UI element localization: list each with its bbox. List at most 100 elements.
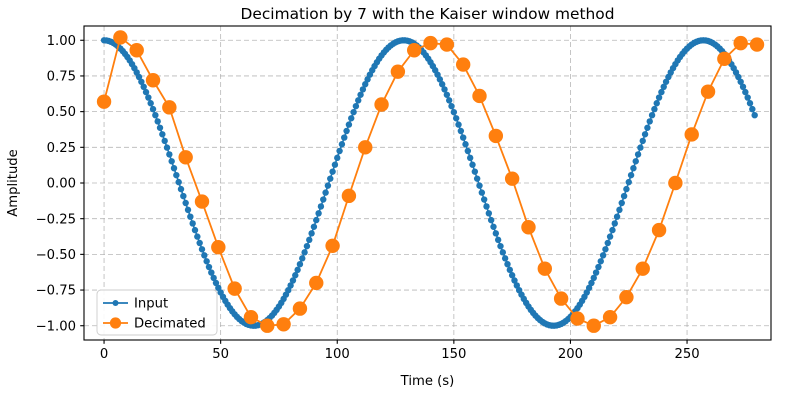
x-tick-label: 50 [212,347,229,362]
decimated-point [390,64,406,79]
input-point [483,203,490,210]
decimated-point [194,194,210,209]
decimated-point [700,84,716,99]
input-point [149,105,157,113]
input-point [329,168,336,175]
y-axis-ticks: −1.00 −0.75 −0.50 −0.25 0.00 0.25 0.50 0.75 1.00 [36,34,84,334]
decimated-point [374,97,389,112]
input-point [140,83,147,91]
input-point [182,199,189,207]
input-point [299,255,306,262]
input-point [357,91,364,98]
input-point [504,260,511,268]
input-point [443,91,451,98]
input-point [648,111,656,119]
input-point [653,100,660,107]
decimated-point [96,94,112,109]
input-point [198,246,206,253]
legend-entry-input[interactable]: Input [103,297,168,312]
input-point [166,151,173,158]
input-point [749,105,756,113]
decimated-point [619,289,634,305]
y-tick-label: −0.75 [36,284,76,299]
input-point [352,102,360,110]
y-tick-label: 1.00 [47,34,76,49]
input-point [187,213,194,220]
input-point [294,266,301,274]
y-tick-label: −1.00 [36,319,76,334]
input-point [651,105,658,113]
legend-label-decimated: Decimated [134,317,206,332]
input-point [341,134,348,141]
input-point [156,124,164,131]
decimated-point [325,238,340,253]
input-point [154,118,161,125]
input-point [331,161,339,168]
input-point [485,210,493,217]
input-point [634,151,642,158]
input-point [618,199,625,207]
input-point [499,249,507,256]
x-tick-label: 0 [100,347,108,362]
input-point [338,141,346,148]
input-point [445,97,453,104]
input-point [490,223,497,230]
decimated-point [570,311,585,326]
input-point [152,111,159,119]
input-point [175,178,182,186]
input-point [501,255,509,262]
input-point [450,108,458,116]
y-tick-label: 0.25 [47,141,76,156]
legend-marker-decimated [109,317,122,329]
input-point [662,78,670,85]
legend-label-input: Input [134,297,168,312]
input-point [135,73,143,81]
input-point [438,81,446,88]
input-point [350,108,357,116]
input-point [646,118,653,125]
input-point [208,269,215,276]
input-point [744,94,751,101]
input-point [623,185,630,193]
input-point [161,137,168,145]
decimated-point [358,140,373,155]
decimated-point [504,171,520,186]
input-point [348,115,355,122]
input-point [639,137,646,145]
input-point [189,220,196,227]
input-point [322,189,329,196]
input-point [310,223,318,230]
legend[interactable]: Input Decimated [96,289,218,336]
input-point [173,171,180,179]
decimated-point [586,318,601,333]
input-point [359,86,367,93]
input-point [613,213,621,220]
decimated-point [553,291,569,306]
input-point [494,236,502,244]
decimated-point [227,281,242,296]
input-point [163,144,171,151]
decimated-point [537,261,552,276]
input-point [655,94,663,101]
decimated-point [178,150,193,165]
input-point [336,147,343,155]
input-point [464,147,472,155]
input-point [334,154,341,162]
input-point [627,171,635,179]
input-point [355,97,362,104]
input-point [609,226,616,234]
input-point [205,263,213,271]
input-point [362,81,369,88]
y-tick-label: −0.25 [36,212,76,227]
input-point [455,121,462,128]
y-tick-label: 0.00 [47,177,76,192]
series-input [100,37,758,329]
decimated-point [260,318,275,333]
legend-entry-decimated[interactable]: Decimated [103,317,206,332]
input-point [476,182,483,189]
input-point [201,252,208,259]
input-point [289,277,297,284]
decimated-point [635,261,650,276]
x-axis-label: Time (s) [400,374,455,389]
